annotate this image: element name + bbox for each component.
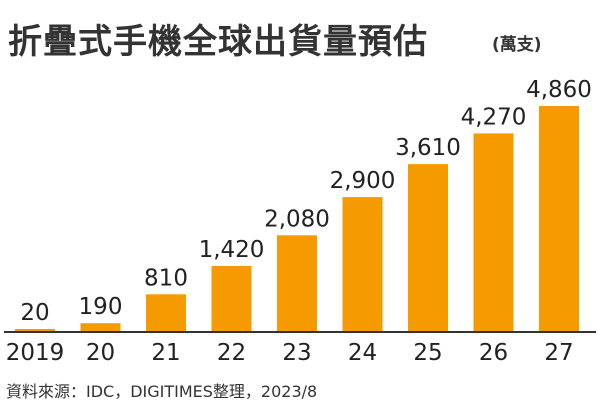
x-tick-24: 24 [348, 340, 377, 366]
value-label-25: 3,610 [395, 135, 461, 161]
bar-25 [408, 164, 448, 332]
value-label-27: 4,860 [526, 77, 592, 103]
source-note: 資料來源：IDC，DIGITIMES整理，2023/8 [6, 382, 318, 401]
bar-27 [539, 106, 579, 332]
x-tick-27: 27 [544, 340, 573, 366]
value-label-2019: 20 [20, 300, 49, 326]
unit-label: (萬支) [492, 35, 542, 55]
x-tick-20: 20 [86, 340, 115, 366]
x-tick-23: 23 [282, 340, 311, 366]
value-label-26: 4,270 [461, 104, 527, 130]
bar-2019 [15, 329, 55, 332]
bar-20 [80, 323, 121, 332]
bar-24 [342, 197, 383, 332]
value-label-20: 190 [79, 294, 123, 320]
bar-26 [473, 133, 514, 332]
value-label-22: 1,420 [199, 237, 265, 263]
value-label-24: 2,900 [330, 168, 396, 194]
bar-22 [211, 266, 252, 332]
x-tick-26: 26 [479, 340, 508, 366]
x-tick-21: 21 [151, 340, 180, 366]
bar-21 [146, 294, 186, 332]
value-label-21: 810 [144, 265, 188, 291]
chart-title: 折疊式手機全球出貨量預估 [8, 22, 428, 62]
bar-23 [277, 235, 317, 332]
x-tick-25: 25 [413, 340, 442, 366]
x-tick-2019: 2019 [6, 340, 65, 366]
value-label-23: 2,080 [264, 206, 330, 232]
x-tick-22: 22 [217, 340, 246, 366]
